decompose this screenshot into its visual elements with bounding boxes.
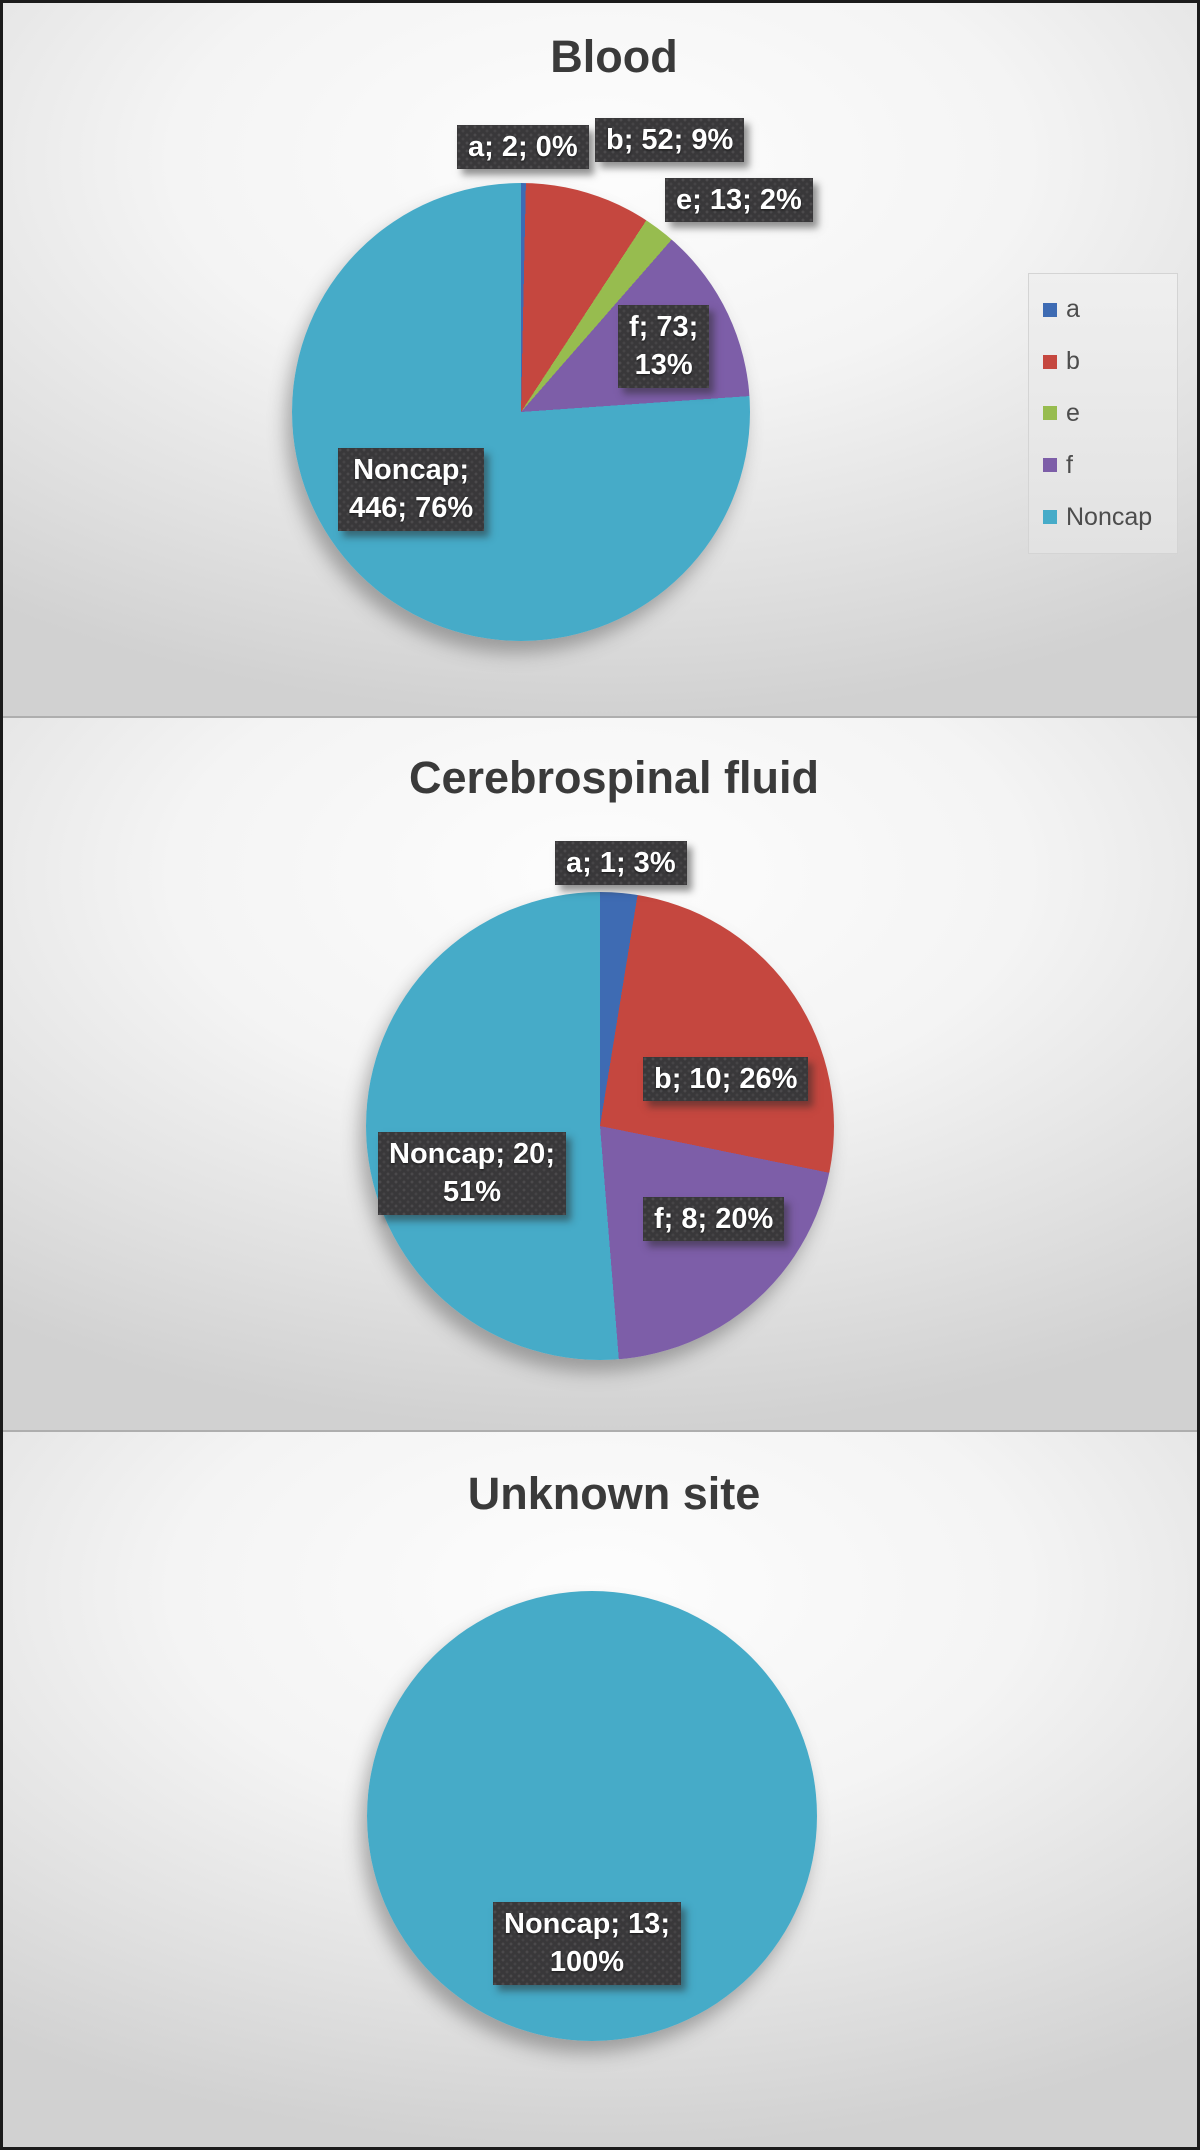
data-label-noncap: Noncap; 20; 51% <box>378 1132 566 1215</box>
chart-title-cerebrospinal-fluid: Cerebrospinal fluid <box>408 752 820 803</box>
legend-item-a: a <box>1043 295 1177 324</box>
legend-swatch-e <box>1043 406 1057 421</box>
legend-swatch-f <box>1043 458 1057 473</box>
data-label-b: b; 52; 9% <box>595 118 744 162</box>
data-label-f: f; 73; 13% <box>618 305 709 388</box>
panel-blood: Blood a; 2; 0% b; 52; 9% e; 13; 2% f; 73… <box>3 3 1197 716</box>
data-label-noncap: Noncap; 446; 76% <box>338 448 484 531</box>
panel-unknown-site: Unknown site Noncap; 13; 100% <box>3 1430 1197 2147</box>
panel-cerebrospinal-fluid: Cerebrospinal fluid a; 1; 3% b; 10; 26% … <box>3 716 1197 1430</box>
legend-item-noncap: Noncap <box>1043 503 1177 532</box>
legend-item-b: b <box>1043 347 1177 376</box>
data-label-noncap: Noncap; 13; 100% <box>493 1902 681 1985</box>
legend-label-a: a <box>1066 295 1080 324</box>
data-label-a: a; 1; 3% <box>555 841 687 885</box>
data-label-a: a; 2; 0% <box>457 125 589 169</box>
legend-label-noncap: Noncap <box>1066 502 1153 531</box>
legend: a b e f Noncap <box>1028 273 1178 554</box>
pie-blood <box>292 183 750 641</box>
legend-label-f: f <box>1066 450 1073 479</box>
legend-label-b: b <box>1066 347 1080 376</box>
legend-item-e: e <box>1043 399 1177 428</box>
legend-item-f: f <box>1043 451 1177 480</box>
chart-title-blood: Blood <box>550 31 678 82</box>
legend-swatch-noncap <box>1043 510 1057 525</box>
legend-swatch-b <box>1043 354 1057 369</box>
data-label-e: e; 13; 2% <box>665 178 813 222</box>
chart-title-unknown-site: Unknown site <box>467 1468 761 1519</box>
legend-swatch-a <box>1043 302 1057 317</box>
pie-cerebrospinal-fluid <box>366 892 834 1360</box>
data-label-b: b; 10; 26% <box>643 1057 808 1101</box>
data-label-f: f; 8; 20% <box>643 1197 784 1241</box>
legend-label-e: e <box>1066 398 1080 427</box>
